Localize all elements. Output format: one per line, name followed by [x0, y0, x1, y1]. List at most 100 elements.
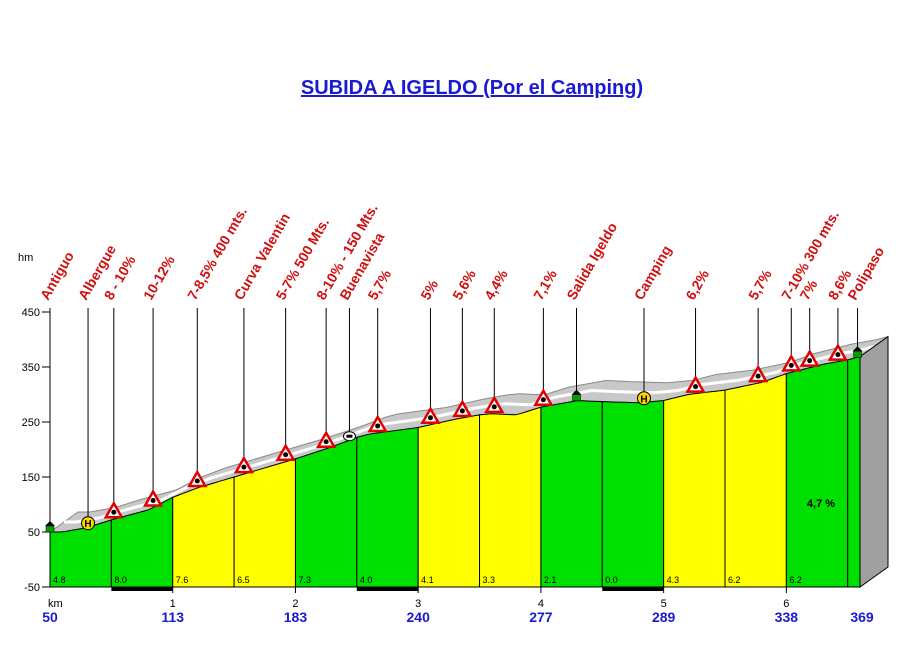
elevation-label: 277 [529, 609, 553, 625]
annotation-label: 5% [417, 276, 441, 302]
road-center-line [64, 345, 875, 524]
warning-icon [420, 406, 441, 424]
hostel-circle [637, 391, 651, 406]
warning-dot [150, 497, 156, 503]
elevation-label: 183 [284, 609, 308, 625]
annotation-label: Antiguo [37, 249, 77, 303]
km-band [356, 587, 419, 591]
elevation-label: 240 [407, 609, 431, 625]
warning-icon [799, 349, 820, 367]
segment-gradient-label: 2.1 [544, 575, 557, 585]
km-tick-label: 6 [783, 598, 789, 610]
warning-dot [807, 358, 813, 364]
x-axis-label: km [48, 598, 63, 610]
y-tick-label: 350 [22, 362, 40, 374]
profile-segment [601, 400, 665, 588]
profile-segment [847, 355, 861, 588]
annotation-label: 10-12% [140, 252, 178, 302]
profile-segment [356, 426, 419, 588]
profile-segment [233, 458, 296, 588]
warning-dot [540, 397, 546, 403]
warning-dot [835, 352, 841, 358]
profile-segment [785, 359, 849, 588]
hostel-icon: H [81, 516, 96, 531]
y-tick-label: 50 [28, 527, 40, 539]
house-roof [571, 389, 582, 395]
warning-icon [367, 414, 388, 433]
warning-icon [781, 353, 802, 372]
viewpoint-lens [346, 434, 353, 438]
km-tick-label: 3 [415, 598, 421, 610]
warning-dot [111, 509, 117, 515]
annotation-label: 7,1% [530, 266, 560, 302]
km-tick-label: 4 [538, 598, 544, 610]
annotation-icons: HH [45, 343, 863, 533]
warning-dot [459, 408, 465, 414]
annotation-label: Camping [631, 243, 675, 303]
segment-gradient-label: 7.6 [176, 575, 189, 585]
warning-icon [142, 488, 164, 507]
average-gradient: 4,7 % [807, 498, 835, 510]
warning-icon [315, 430, 337, 449]
annotation-label: 6,2% [682, 266, 712, 302]
segment-gradient-label: 3.3 [483, 575, 496, 585]
house-body [45, 525, 55, 533]
elevation-label: 50 [42, 609, 58, 625]
hostel-letter: H [84, 519, 91, 530]
elevation-label: 338 [775, 609, 799, 625]
segment-gradient-label: 4.3 [667, 575, 680, 585]
annotation-label: 5,6% [449, 266, 479, 302]
km-tick-label: 2 [292, 598, 298, 610]
warning-dot [323, 439, 329, 445]
km-band [602, 587, 664, 591]
y-tick-label: -50 [24, 582, 40, 594]
annotation-label: Salida Igeldo [563, 220, 620, 303]
y-axis-label: hm [18, 252, 33, 264]
warning-icon [103, 500, 124, 519]
y-tick-label: 250 [22, 417, 40, 429]
segment-gradient-label: 6.5 [237, 575, 250, 585]
warning-dot [693, 384, 699, 390]
warning-dot [283, 452, 289, 458]
warning-icon [827, 343, 849, 361]
y-tick-label: 450 [22, 307, 40, 319]
house-roof [852, 346, 863, 352]
house-icon [571, 389, 582, 402]
warning-icon [533, 388, 554, 406]
warning-icon [484, 395, 505, 414]
profile-segment [417, 414, 481, 588]
segment-gradient-label: 4.0 [360, 575, 373, 585]
house-roof [45, 521, 55, 526]
warning-dot [788, 362, 794, 368]
annotation-label: 5,7% [745, 266, 775, 302]
warning-icon [187, 469, 208, 488]
warning-dot [241, 464, 247, 470]
house-body [572, 394, 581, 402]
segment-gradients: 4.8 8.0 7.6 6.5 7.3 4.0 4.1 3.3 2.1 0.0 4.3 6.2 6.2 [53, 575, 802, 585]
warning-dot [427, 415, 433, 421]
warning-icon [452, 399, 473, 418]
profile-segment [540, 400, 603, 588]
elevation-label: 113 [161, 609, 184, 625]
segment-gradient-label: 4.8 [53, 575, 66, 585]
annotation-label: 4,4% [481, 266, 511, 302]
segment-gradient-label: 6.2 [728, 575, 741, 585]
segment-gradient-label: 7.3 [298, 575, 311, 585]
profile-segment [294, 436, 358, 588]
y-tick-label: 150 [22, 472, 40, 484]
warning-icon [747, 364, 769, 383]
elevation-label: 369 [850, 609, 874, 625]
house-body [853, 350, 862, 358]
warning-dot [194, 478, 200, 484]
side-face [859, 335, 889, 588]
warning-icon [275, 443, 296, 462]
km-tick-label: 1 [170, 598, 176, 610]
elevation-label: 289 [652, 609, 676, 625]
segment-gradient-label: 8.0 [114, 575, 127, 585]
warning-icon [233, 455, 255, 474]
segment-gradient-label: 6.2 [789, 575, 802, 585]
viewpoint-icon [342, 431, 356, 442]
y-axis: -50 50 150 250 350 450 [22, 307, 51, 594]
